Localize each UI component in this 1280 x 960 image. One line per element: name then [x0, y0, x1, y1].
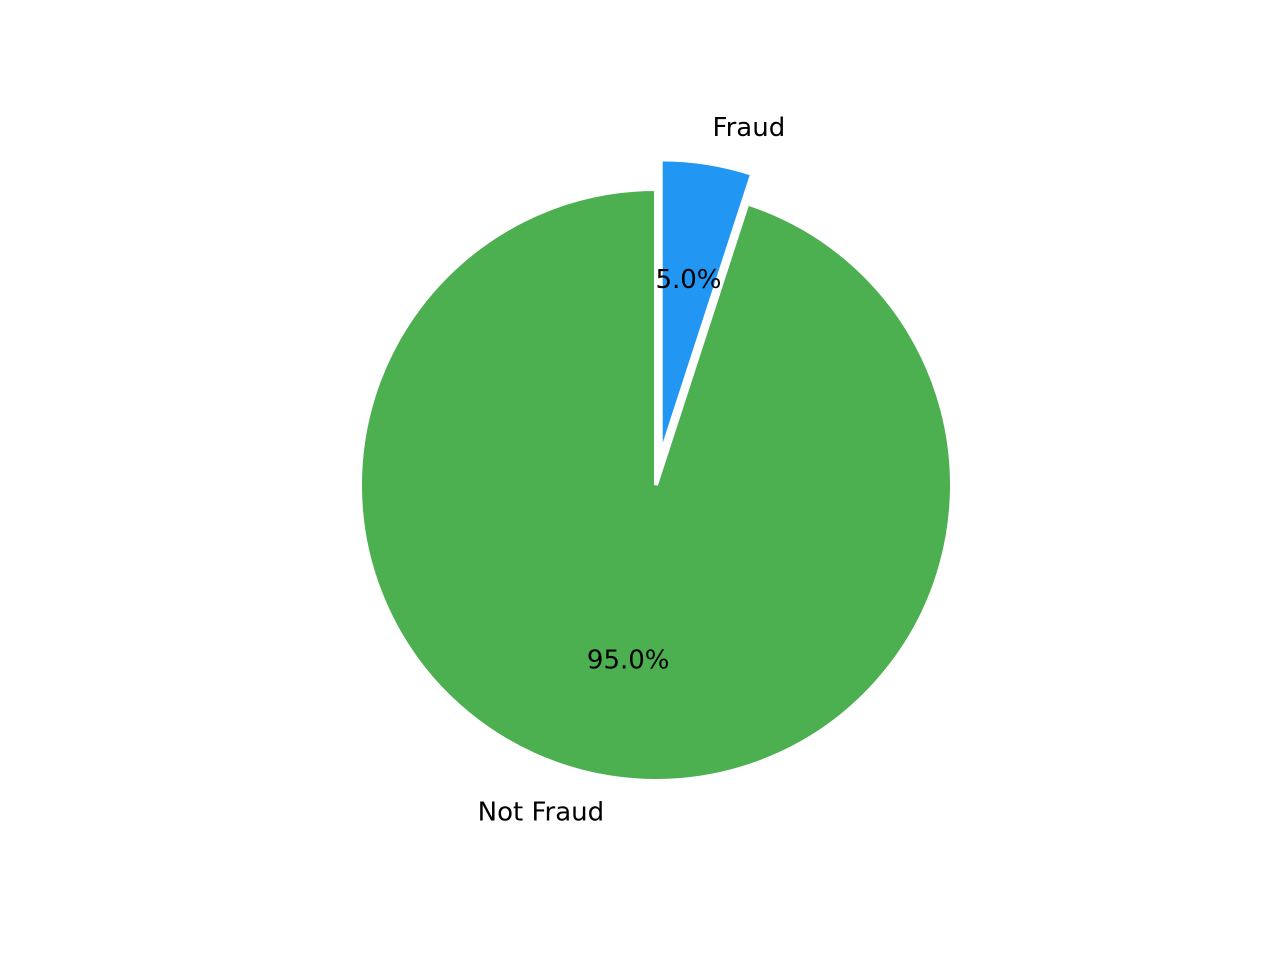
pie-slice-fraud	[658, 157, 755, 456]
pie-percent-label-not-fraud: 95.0%	[587, 645, 670, 675]
pie-category-label-fraud: Fraud	[713, 113, 786, 143]
labels-layer: 5.0% Fraud 95.0% Not Fraud	[478, 113, 786, 828]
pie-slice-not-fraud	[358, 186, 954, 783]
pie-category-label-not-fraud: Not Fraud	[478, 797, 604, 827]
slices-layer	[358, 157, 954, 783]
pie-percent-label-fraud: 5.0%	[655, 265, 721, 295]
